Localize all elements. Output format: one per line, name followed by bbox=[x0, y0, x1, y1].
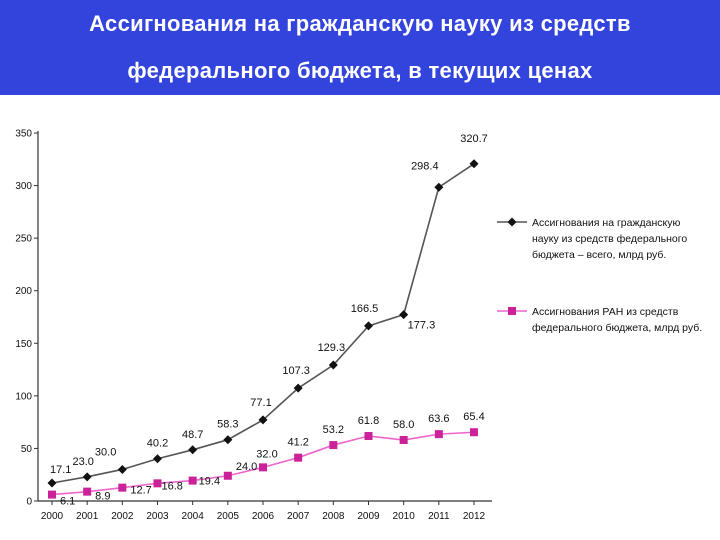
series-total-point bbox=[47, 478, 57, 488]
series-total-data-label: 30.0 bbox=[95, 446, 116, 458]
series-total-point bbox=[258, 415, 268, 425]
x-tick-label: 2007 bbox=[287, 511, 310, 522]
y-tick-label: 300 bbox=[15, 181, 32, 192]
legend-ran-swatch-marker bbox=[508, 307, 516, 315]
series-ran-point bbox=[223, 471, 232, 480]
series-ran-data-label: 32.0 bbox=[256, 448, 277, 460]
y-tick-label: 0 bbox=[26, 497, 32, 508]
series-ran-data-label: 58.0 bbox=[393, 419, 414, 431]
series-ran-point bbox=[118, 483, 127, 492]
page-title-line-2: федерального бюджета, в текущих ценах bbox=[127, 58, 593, 83]
title-bar: Ассигнования на гражданскую науку из сре… bbox=[0, 0, 720, 95]
x-tick-label: 2010 bbox=[393, 511, 416, 522]
series-total-point bbox=[364, 321, 373, 331]
series-total-data-label: 23.0 bbox=[72, 456, 93, 468]
series-total-point bbox=[328, 360, 338, 370]
series-total-point bbox=[223, 435, 233, 445]
series-total-data-label: 58.3 bbox=[217, 419, 238, 431]
series-ran-point bbox=[434, 430, 443, 439]
series-ran-point bbox=[153, 479, 162, 488]
series-ran-point bbox=[188, 476, 197, 485]
series-total-point bbox=[117, 464, 127, 474]
series-total-point bbox=[82, 472, 92, 482]
x-tick-label: 2002 bbox=[111, 511, 134, 522]
legend-total-label: науку из средств федерального bbox=[532, 233, 687, 245]
x-tick-label: 2012 bbox=[463, 511, 486, 522]
y-tick-label: 100 bbox=[15, 391, 32, 402]
series-ran-data-label: 6.1 bbox=[60, 496, 75, 508]
series-ran-point bbox=[294, 453, 303, 462]
y-tick-label: 50 bbox=[21, 444, 33, 455]
series-total-point bbox=[434, 182, 444, 192]
series-total-data-label: 40.2 bbox=[147, 438, 168, 450]
series-ran-point bbox=[329, 441, 338, 450]
x-tick-label: 2001 bbox=[76, 511, 99, 522]
series-total-data-label: 166.5 bbox=[351, 303, 379, 315]
series-total-data-label: 177.3 bbox=[408, 320, 436, 332]
x-tick-label: 2009 bbox=[357, 511, 380, 522]
legend-total-label: Ассигнования на гражданскую bbox=[532, 217, 680, 229]
series-total-point bbox=[188, 445, 198, 455]
series-total-point bbox=[399, 310, 409, 320]
series-ran-point bbox=[48, 490, 56, 499]
legend-ran-label: федерального бюджета, млрд руб. bbox=[532, 322, 702, 334]
series-ran-data-label: 12.7 bbox=[130, 485, 151, 497]
y-tick-label: 250 bbox=[15, 234, 32, 245]
x-tick-label: 2000 bbox=[41, 511, 64, 522]
series-ran-data-label: 63.6 bbox=[428, 413, 449, 425]
series-ran-data-label: 19.4 bbox=[199, 476, 220, 488]
series-ran-point bbox=[470, 428, 478, 437]
x-tick-label: 2004 bbox=[182, 511, 205, 522]
legend-total-swatch-marker bbox=[507, 217, 517, 227]
series-ran-data-label: 16.8 bbox=[162, 480, 183, 492]
x-tick-label: 2006 bbox=[252, 511, 275, 522]
series-total-data-label: 298.4 bbox=[411, 160, 439, 172]
series-total-data-label: 17.1 bbox=[50, 464, 71, 476]
series-ran-data-label: 8.9 bbox=[95, 491, 110, 503]
line-chart: 0 50 100 150 200 250 300 350 2000 2001 2002 2003 200… bbox=[15, 129, 702, 523]
series-total-data-label: 48.7 bbox=[182, 429, 203, 441]
x-tick-label: 2011 bbox=[428, 511, 450, 522]
series-total-data-label: 107.3 bbox=[282, 365, 310, 377]
y-tick-label: 150 bbox=[15, 339, 32, 350]
series-ran-point bbox=[259, 463, 267, 472]
y-tick-label: 200 bbox=[15, 286, 32, 297]
x-tick-label: 2005 bbox=[217, 511, 240, 522]
legend-ran-label: Ассигнования РАН из средств bbox=[532, 306, 679, 318]
series-ran-data-label: 24.0 bbox=[236, 461, 257, 473]
series-total-data-label: 129.3 bbox=[318, 342, 346, 354]
series-ran-data-label: 53.2 bbox=[323, 424, 344, 436]
x-tick-label: 2003 bbox=[146, 511, 169, 522]
series-ran-point bbox=[399, 436, 408, 445]
series-total-point bbox=[293, 383, 303, 393]
legend-total-label: бюджета – всего, млрд руб. bbox=[532, 249, 666, 261]
series-total-data-label: 320.7 bbox=[460, 133, 488, 145]
series-total-data-label: 77.1 bbox=[250, 397, 271, 409]
series-ran-data-label: 61.8 bbox=[358, 415, 379, 427]
x-tick-label: 2008 bbox=[322, 511, 345, 522]
y-tick-label: 350 bbox=[15, 129, 32, 140]
series-ran-data-label: 65.4 bbox=[463, 411, 484, 423]
series-total-point bbox=[153, 454, 162, 464]
series-ran-point bbox=[83, 487, 92, 496]
series-total-point bbox=[469, 159, 479, 169]
series-ran-point bbox=[364, 432, 373, 441]
page-title-line-1: Ассигнования на гражданскую науку из сре… bbox=[89, 11, 631, 36]
series-ran-data-label: 41.2 bbox=[287, 437, 308, 449]
